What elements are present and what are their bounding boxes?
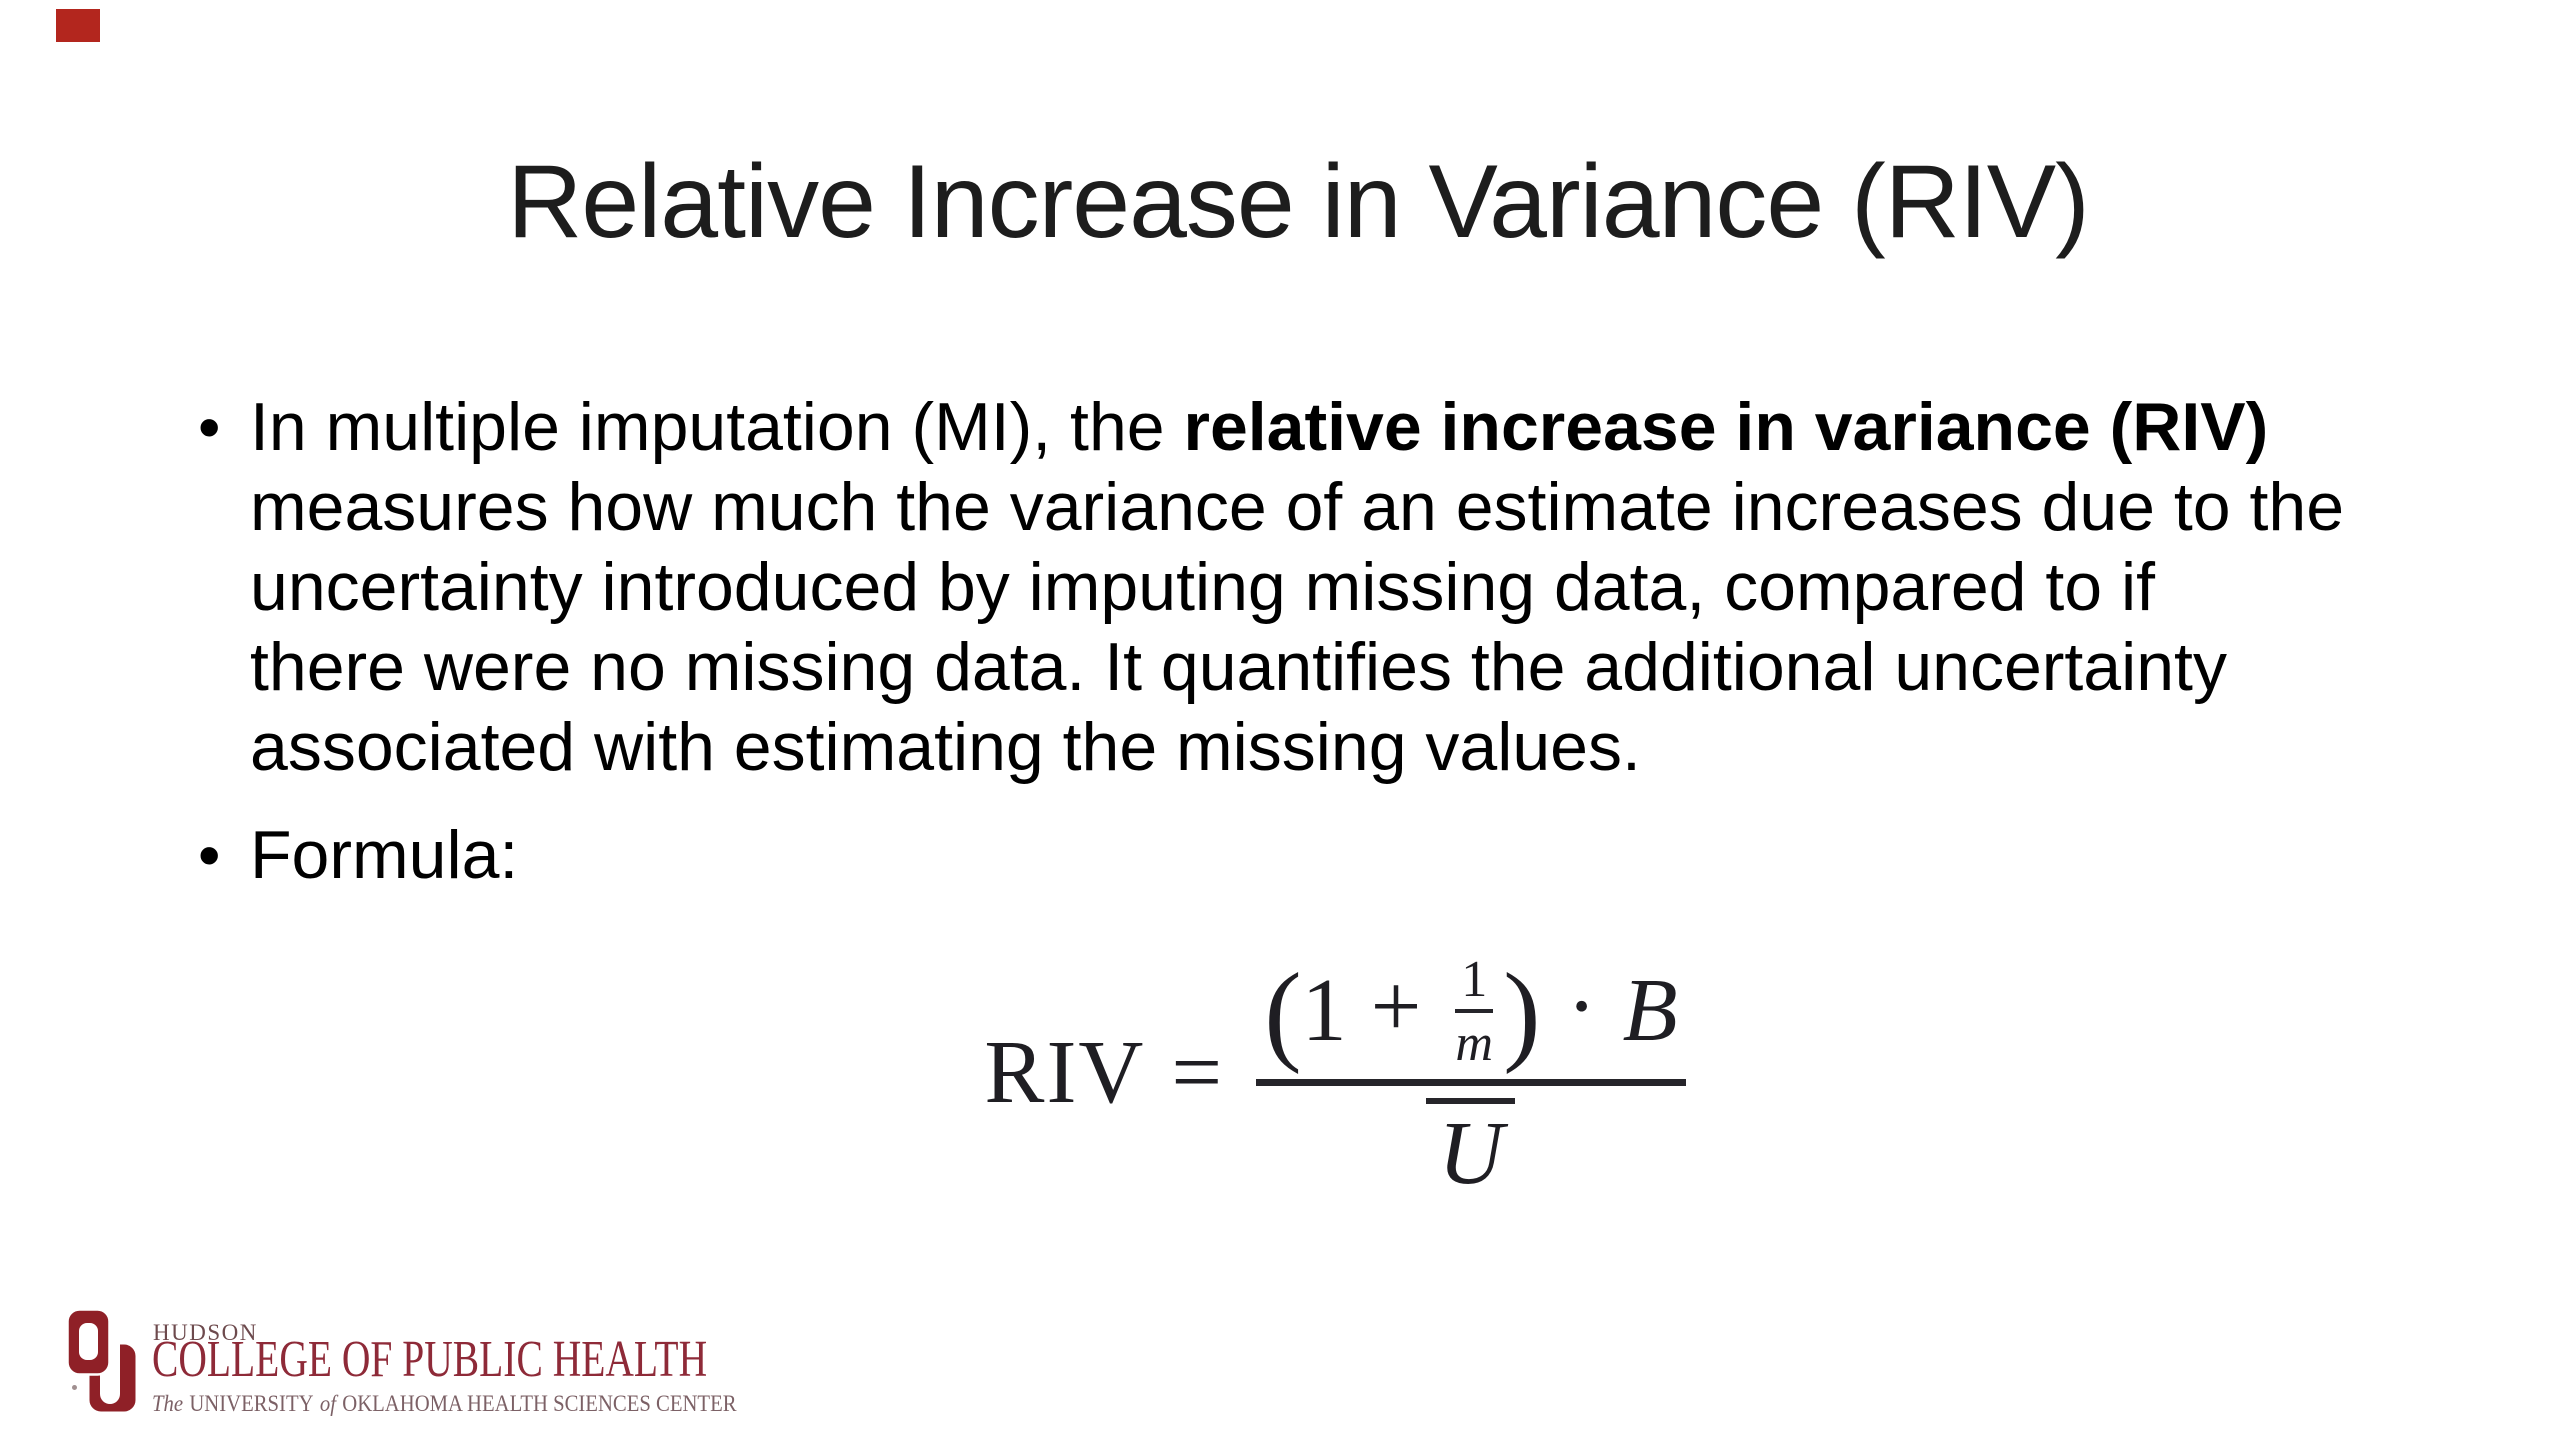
formula-inner-fraction: 1 m — [1455, 950, 1494, 1073]
formula-one: 1 — [1301, 961, 1347, 1061]
footer-the-word: The — [152, 1391, 184, 1416]
footer-university-word: UNIVERSITY — [189, 1391, 314, 1416]
bullet1-line5: associated with estimating the missing v… — [250, 709, 1641, 785]
bullet1-line1-normal: In multiple imputation (MI), the — [250, 389, 1184, 465]
bullet-marker-icon: • — [198, 391, 221, 463]
bullet-marker-icon: • — [198, 819, 221, 891]
bullet1-line2: measures how much the variance of an est… — [250, 469, 2345, 545]
formula-numerator: ( 1 + 1 m ) · B — [1256, 953, 1685, 1079]
ou-monogram-icon — [66, 1308, 139, 1415]
footer-rest-words: OKLAHOMA HEALTH SCIENCES CENTER — [342, 1391, 737, 1416]
bullet-item-formula-label: • Formula: — [198, 815, 2448, 895]
formula-inner-denominator: m — [1455, 1014, 1494, 1073]
red-corner-mark — [56, 9, 100, 42]
formula-close-paren: ) — [1503, 950, 1541, 1075]
bullet1-line1-bold: relative increase in variance (RIV) — [1183, 389, 2269, 465]
footer-hudson-label: HUDSON — [153, 1320, 258, 1345]
formula-multiplication-dot: · — [1566, 957, 1597, 1057]
bullet1-line4: there were no missing data. It quantifie… — [250, 629, 2227, 705]
riv-formula: RIV = ( 1 + 1 m ) · B U — [55, 953, 2560, 1199]
formula-denominator: U — [1426, 1086, 1516, 1199]
footer-college-label: COLLEGE OF PUBLIC HEALTH — [152, 1331, 708, 1388]
formula-equals-sign: = — [1171, 1022, 1223, 1122]
formula-inner-fraction-bar — [1455, 1009, 1494, 1014]
formula-fraction-bar — [1256, 1079, 1686, 1087]
formula-inner-numerator: 1 — [1461, 950, 1488, 1008]
bullet2-text: Formula: — [250, 817, 519, 893]
ou-letter-o — [66, 1308, 111, 1376]
bullet-list: • In multiple imputation (MI), the relat… — [198, 387, 2448, 895]
formula-U-bar-term: U — [1426, 1098, 1516, 1199]
bullet1-line1: In multiple imputation (MI), the relativ… — [250, 387, 2448, 467]
formula-lhs: RIV — [984, 1022, 1146, 1122]
formula-open-paren: ( — [1264, 950, 1302, 1075]
bullet1-line3: uncertainty introduced by imputing missi… — [250, 549, 2155, 625]
bullet-item-definition: • In multiple imputation (MI), the relat… — [198, 387, 2448, 787]
formula-B-term: B — [1622, 961, 1678, 1061]
footer-of-word: of — [319, 1391, 336, 1416]
formula-fraction: ( 1 + 1 m ) · B U — [1256, 953, 1686, 1199]
registered-mark-dot — [72, 1385, 77, 1390]
footer-university-label: The UNIVERSITY of OKLAHOMA HEALTH SCIENCES … — [152, 1392, 737, 1416]
formula-plus-sign: + — [1370, 957, 1422, 1057]
page-title: Relative Increase in Variance (RIV) — [507, 144, 2090, 260]
